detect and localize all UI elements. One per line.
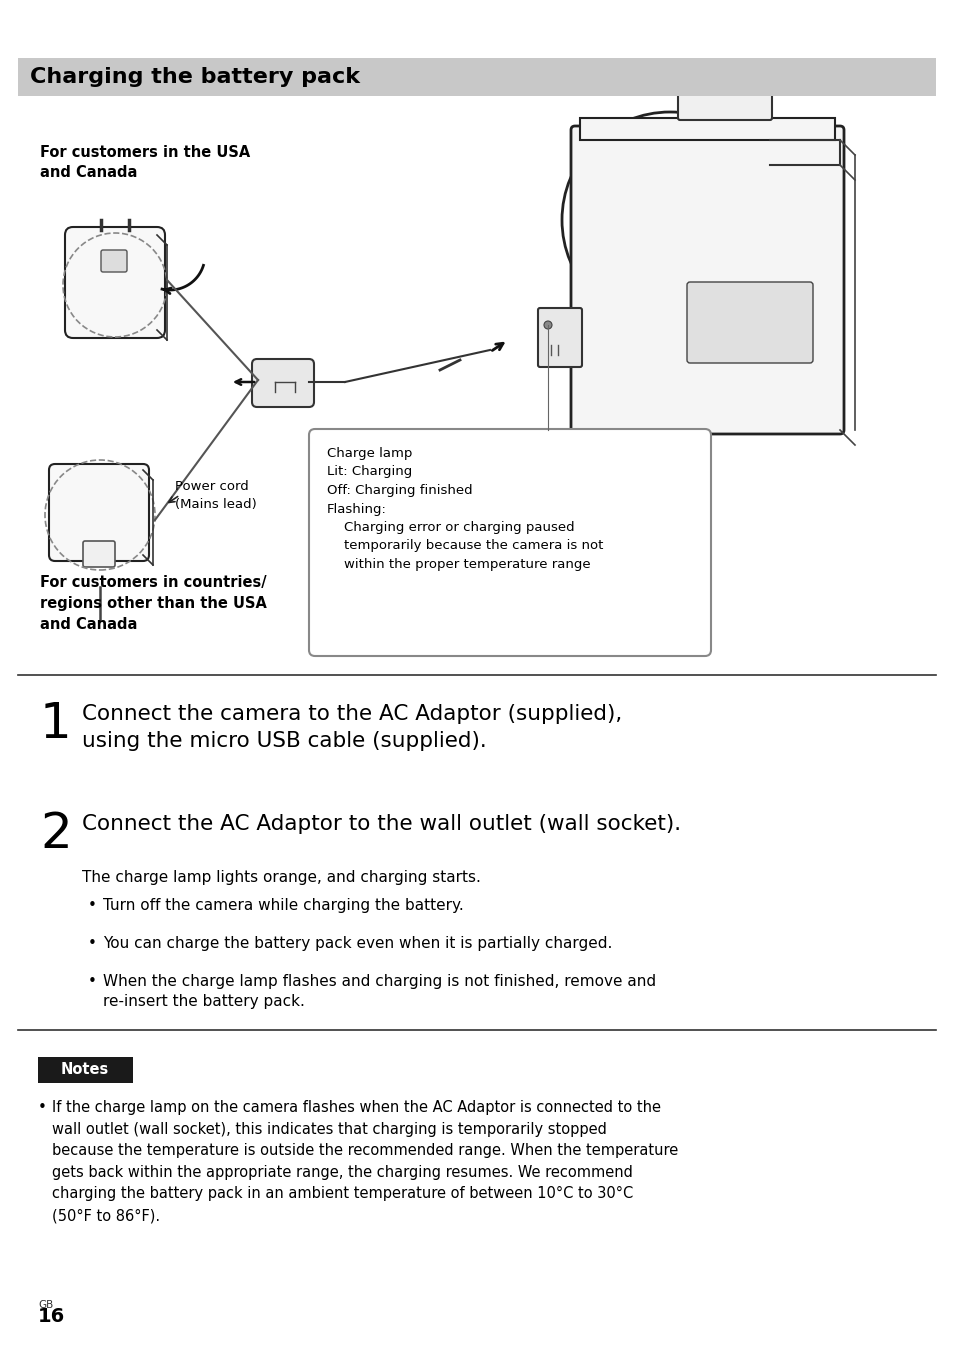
Text: Power cord
(Mains lead): Power cord (Mains lead)	[174, 480, 256, 511]
Text: GB: GB	[38, 1301, 53, 1310]
FancyBboxPatch shape	[678, 94, 771, 120]
FancyBboxPatch shape	[83, 541, 115, 568]
Text: If the charge lamp on the camera flashes when the AC Adaptor is connected to the: If the charge lamp on the camera flashes…	[52, 1100, 678, 1223]
Text: 16: 16	[38, 1307, 65, 1326]
Text: •: •	[38, 1100, 47, 1115]
Text: Charge lamp
Lit: Charging
Off: Charging finished
Flashing:
    Charging error or: Charge lamp Lit: Charging Off: Charging …	[327, 447, 602, 572]
Text: You can charge the battery pack even when it is partially charged.: You can charge the battery pack even whe…	[103, 936, 612, 951]
Text: The charge lamp lights orange, and charging starts.: The charge lamp lights orange, and charg…	[82, 870, 480, 885]
FancyBboxPatch shape	[686, 282, 812, 363]
Text: •: •	[88, 974, 97, 989]
Text: Notes: Notes	[61, 1063, 109, 1077]
FancyBboxPatch shape	[309, 429, 710, 656]
Text: Connect the AC Adaptor to the wall outlet (wall socket).: Connect the AC Adaptor to the wall outle…	[82, 814, 680, 834]
FancyBboxPatch shape	[101, 250, 127, 272]
Circle shape	[543, 321, 552, 330]
Text: For customers in countries/
regions other than the USA
and Canada: For customers in countries/ regions othe…	[40, 576, 267, 632]
Text: 2: 2	[40, 810, 71, 858]
Text: •: •	[88, 936, 97, 951]
Text: When the charge lamp flashes and charging is not finished, remove and
re-insert : When the charge lamp flashes and chargin…	[103, 974, 656, 1009]
FancyBboxPatch shape	[252, 359, 314, 408]
FancyBboxPatch shape	[537, 308, 581, 367]
Text: Turn off the camera while charging the battery.: Turn off the camera while charging the b…	[103, 898, 463, 913]
Text: Charging the battery pack: Charging the battery pack	[30, 67, 359, 87]
FancyBboxPatch shape	[571, 126, 843, 434]
FancyBboxPatch shape	[49, 464, 149, 561]
Text: For customers in the USA
and Canada: For customers in the USA and Canada	[40, 145, 250, 180]
Text: •: •	[88, 898, 97, 913]
Text: Connect the camera to the AC Adaptor (supplied),
using the micro USB cable (supp: Connect the camera to the AC Adaptor (su…	[82, 703, 621, 752]
Text: 1: 1	[40, 699, 71, 748]
FancyBboxPatch shape	[579, 118, 834, 140]
FancyBboxPatch shape	[38, 1057, 132, 1083]
FancyBboxPatch shape	[65, 227, 165, 338]
FancyBboxPatch shape	[18, 58, 935, 95]
